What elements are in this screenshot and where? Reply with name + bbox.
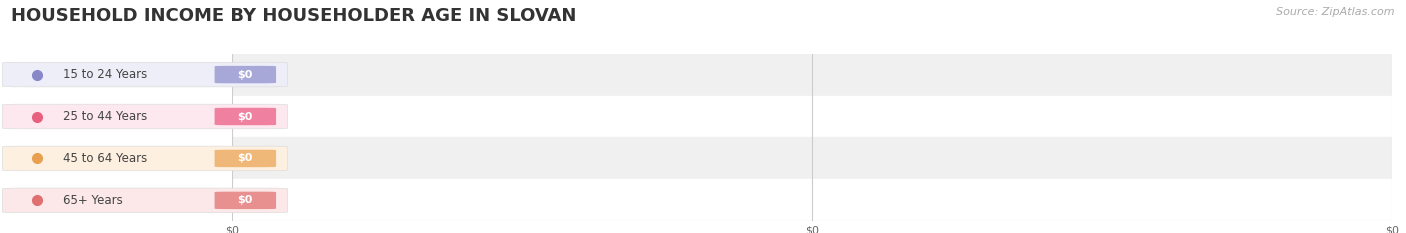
Bar bbox=[232, 179, 1392, 221]
FancyBboxPatch shape bbox=[3, 146, 288, 171]
Bar bbox=[232, 137, 1392, 179]
Text: 25 to 44 Years: 25 to 44 Years bbox=[63, 110, 146, 123]
Bar bbox=[232, 54, 1392, 96]
Text: Source: ZipAtlas.com: Source: ZipAtlas.com bbox=[1277, 7, 1395, 17]
FancyBboxPatch shape bbox=[3, 188, 288, 213]
FancyBboxPatch shape bbox=[3, 62, 288, 87]
FancyBboxPatch shape bbox=[215, 150, 276, 167]
FancyBboxPatch shape bbox=[215, 192, 276, 209]
Text: 15 to 24 Years: 15 to 24 Years bbox=[63, 68, 146, 81]
Text: 65+ Years: 65+ Years bbox=[63, 194, 122, 207]
Bar bbox=[232, 96, 1392, 137]
Text: $0: $0 bbox=[238, 70, 253, 79]
Text: HOUSEHOLD INCOME BY HOUSEHOLDER AGE IN SLOVAN: HOUSEHOLD INCOME BY HOUSEHOLDER AGE IN S… bbox=[11, 7, 576, 25]
FancyBboxPatch shape bbox=[215, 66, 276, 83]
Text: $0: $0 bbox=[238, 154, 253, 163]
FancyBboxPatch shape bbox=[3, 104, 288, 129]
Text: 45 to 64 Years: 45 to 64 Years bbox=[63, 152, 146, 165]
FancyBboxPatch shape bbox=[215, 108, 276, 125]
Text: $0: $0 bbox=[238, 112, 253, 121]
Text: $0: $0 bbox=[238, 195, 253, 205]
